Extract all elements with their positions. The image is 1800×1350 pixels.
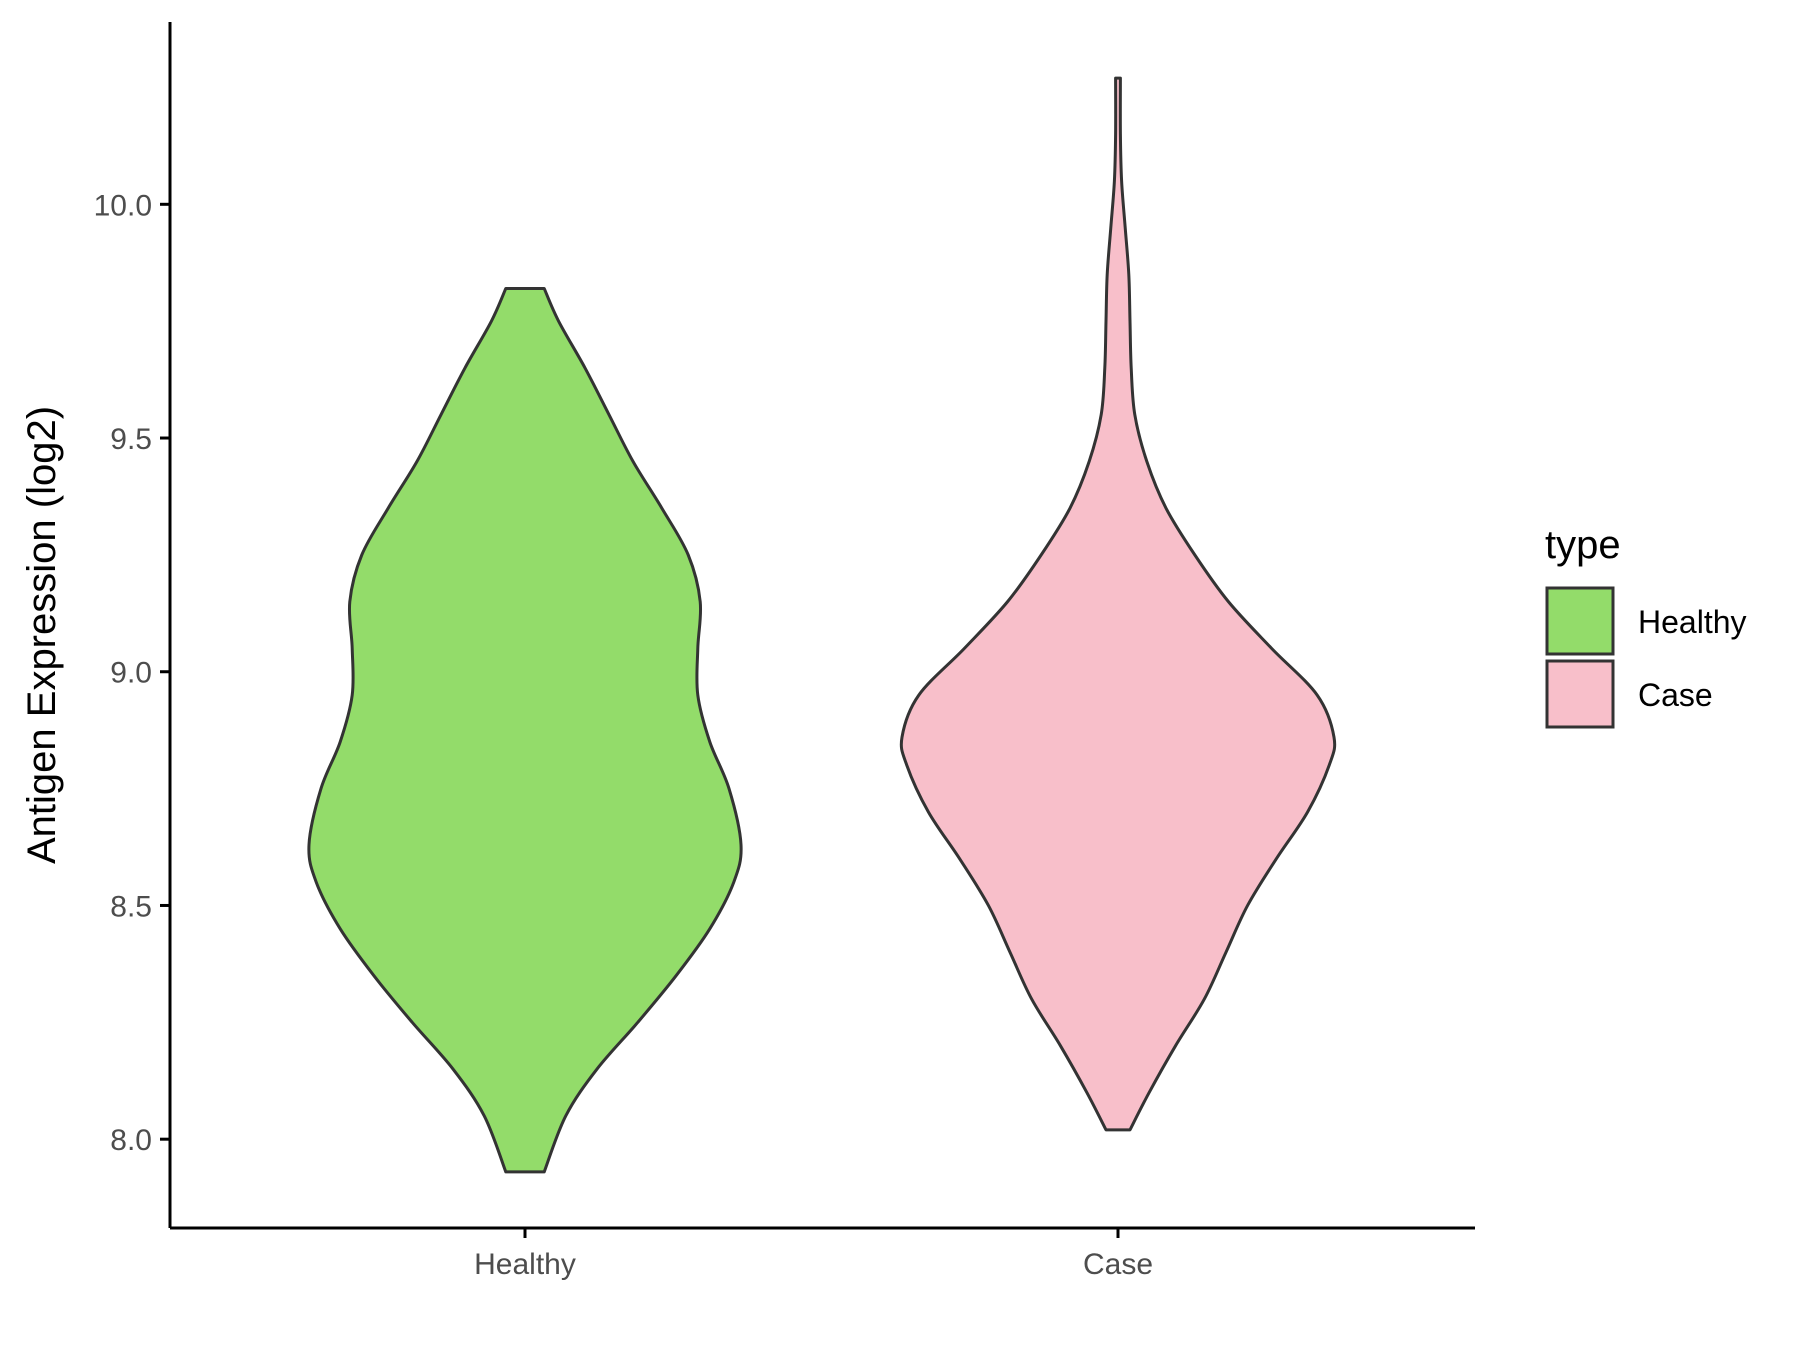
x-tick-label: Case	[1083, 1248, 1153, 1281]
legend: type Healthy Case	[1545, 523, 1747, 729]
x-axis-ticks: Healthy Case	[474, 1228, 1153, 1281]
legend-key-case	[1545, 659, 1615, 729]
violins-layer	[307, 76, 1337, 1174]
y-axis-title: Antigen Expression (log2)	[20, 406, 64, 864]
legend-label: Healthy	[1638, 604, 1747, 640]
y-tick-label: 8.0	[110, 1124, 152, 1157]
legend-label: Case	[1638, 677, 1713, 713]
legend-key-healthy	[1545, 586, 1615, 656]
y-tick-label: 9.0	[110, 657, 152, 690]
legend-title: type	[1545, 523, 1621, 567]
y-axis-ticks: 8.0 8.5 9.0 9.5 10.0	[94, 189, 170, 1157]
violin-case	[899, 76, 1337, 1132]
y-tick-label: 8.5	[110, 890, 152, 923]
y-tick-label: 9.5	[110, 423, 152, 456]
x-tick-label: Healthy	[474, 1248, 576, 1281]
y-tick-label: 10.0	[94, 189, 152, 222]
violin-healthy	[307, 286, 743, 1174]
